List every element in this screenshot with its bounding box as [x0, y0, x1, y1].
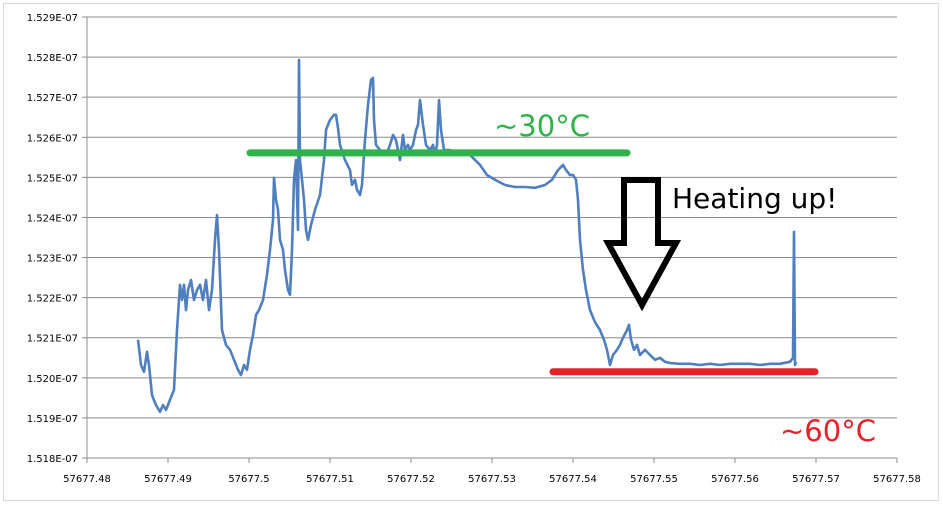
annotations: ~30°C Heating up! ~60°C	[246, 109, 876, 448]
y-tick-labels: 1.518E-07 1.519E-07 1.520E-07 1.521E-07 1.52…	[27, 13, 78, 465]
chart-frame	[3, 3, 939, 501]
heating-up-label: Heating up!	[672, 182, 837, 215]
x-tick-label: 57677.55	[630, 474, 678, 485]
series	[136, 58, 798, 414]
x-tick-label: 57677.53	[468, 474, 516, 485]
down-arrow-icon	[602, 177, 682, 312]
x-tick-label: 57677.49	[144, 474, 192, 485]
data-series-line	[136, 58, 798, 414]
y-tick-label: 1.519E-07	[27, 414, 78, 425]
y-tick-label: 1.529E-07	[27, 13, 78, 24]
y-tick-label: 1.528E-07	[27, 53, 78, 64]
y-tick-label: 1.518E-07	[27, 454, 78, 465]
x-tick-label: 57677.58	[873, 474, 921, 485]
x-tick-label: 57677.51	[306, 474, 354, 485]
x-tick-label: 57677.54	[549, 474, 597, 485]
y-tick-label: 1.523E-07	[27, 254, 78, 265]
x-tick-label: 57677.5	[228, 474, 269, 485]
y-tick-label: 1.520E-07	[27, 374, 78, 385]
y-tick-label: 1.526E-07	[27, 133, 78, 144]
hot-temperature-label: ~60°C	[780, 414, 876, 448]
cold-temperature-label: ~30°C	[494, 109, 590, 143]
gridlines	[87, 16, 897, 419]
y-tick-label: 1.524E-07	[27, 213, 78, 224]
x-tick-label: 57677.56	[711, 474, 759, 485]
y-tick-label: 1.521E-07	[27, 334, 78, 345]
x-tick-labels: 57677.48 57677.49 57677.5 57677.51 57677.52 5…	[63, 474, 921, 485]
y-tick-label: 1.527E-07	[27, 93, 78, 104]
y-tick-label: 1.525E-07	[27, 173, 78, 184]
x-tick-label: 57677.48	[63, 474, 111, 485]
axes	[82, 16, 898, 463]
x-tick-label: 57677.52	[387, 474, 435, 485]
y-tick-label: 1.522E-07	[27, 294, 78, 305]
x-tick-label: 57677.57	[792, 474, 840, 485]
